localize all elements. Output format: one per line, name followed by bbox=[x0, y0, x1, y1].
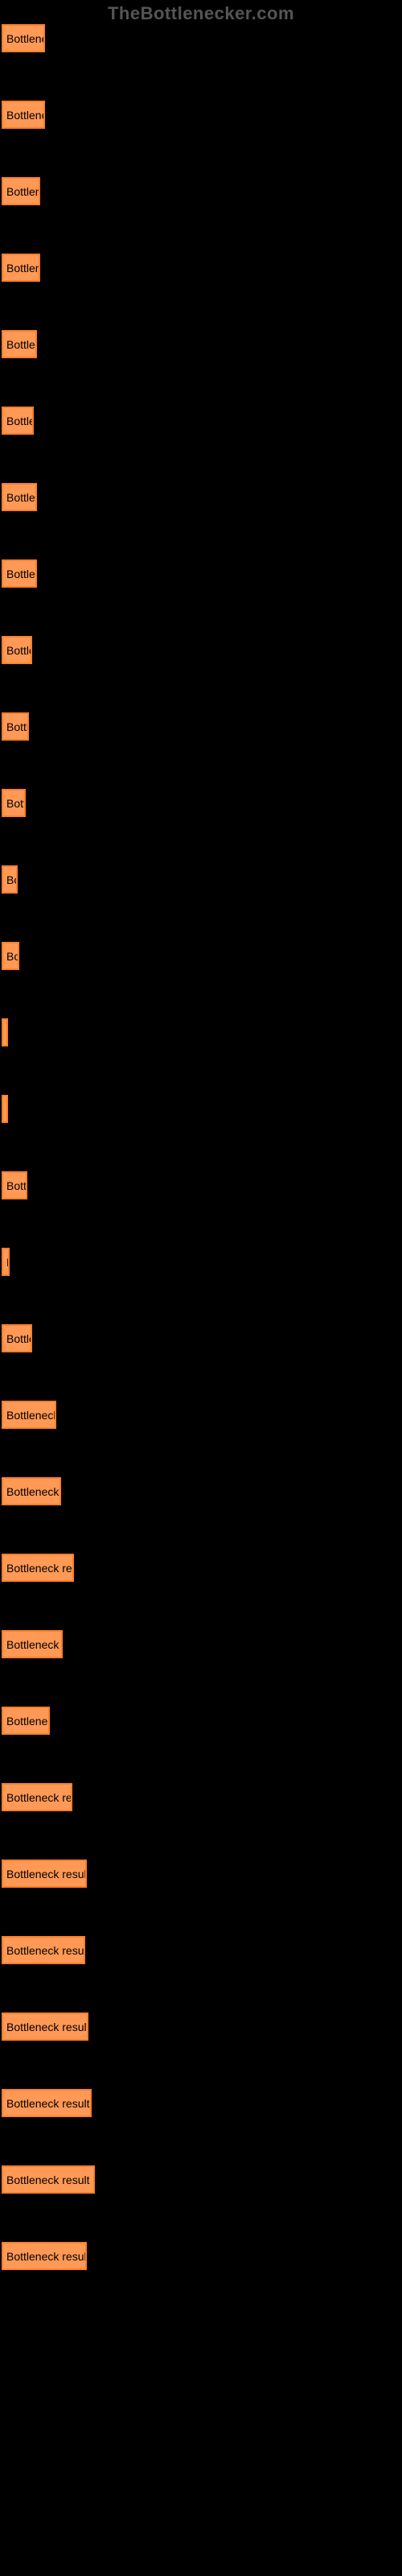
bar-label: Bottleneck result bbox=[6, 491, 37, 504]
bar-row: Bottleneck result bbox=[2, 1936, 402, 1964]
bar-label: Bottleneck result bbox=[6, 2174, 90, 2186]
bar-chart: Bottleneck result Bottleneck result Bottle… bbox=[0, 0, 402, 2334]
bar: Bottleneck result bbox=[2, 2165, 95, 2194]
bar: Bottleneck result bbox=[2, 254, 40, 282]
bar: Bottleneck result bbox=[2, 2013, 88, 2041]
bar-label: Bottleneck result bbox=[6, 1715, 50, 1728]
bar: Bottleneck result bbox=[2, 1171, 27, 1199]
bar-row: Bottleneck result bbox=[2, 1554, 402, 1582]
bar-label: Bottleneck result bbox=[6, 1791, 72, 1804]
bar: Bottleneck result bbox=[2, 177, 40, 205]
bar-label: Bottleneck result bbox=[6, 1485, 61, 1498]
bar-row: Bottleneck result bbox=[2, 1401, 402, 1429]
bar-row: Bottleneck result bbox=[2, 24, 402, 52]
bar-row: Bottleneck result bbox=[2, 559, 402, 588]
bar: Bottleneck result bbox=[2, 1324, 32, 1352]
bar-label: Bottleneck result bbox=[6, 338, 37, 351]
bar: Bottleneck result bbox=[2, 1248, 10, 1276]
bar-row: Bottleneck result bbox=[2, 1860, 402, 1888]
bar-label: Bottleneck result bbox=[6, 644, 32, 657]
bar-row: Bottleneck result bbox=[2, 1248, 402, 1276]
bar-row: Bottleneck result bbox=[2, 2242, 402, 2270]
bar: Bottleneck result bbox=[2, 1018, 8, 1046]
watermark-text: TheBottlenecker.com bbox=[108, 3, 294, 24]
bar-label: Bottleneck result bbox=[6, 720, 29, 733]
bar-row: Bottleneck result bbox=[2, 2013, 402, 2041]
bar-label: Bottleneck result bbox=[6, 1256, 10, 1269]
bar-row: Bottleneck result bbox=[2, 712, 402, 741]
bar: Bottleneck result bbox=[2, 1554, 74, 1582]
bar-row: Bottleneck result bbox=[2, 1324, 402, 1352]
bar-row: Bottleneck result bbox=[2, 942, 402, 970]
bar-row: Bottleneck result bbox=[2, 2089, 402, 2117]
bar-row: Bottleneck result bbox=[2, 636, 402, 664]
bar: Bottleneck result bbox=[2, 24, 45, 52]
bar-row: Bottleneck result bbox=[2, 2165, 402, 2194]
bar: Bottleneck result bbox=[2, 330, 37, 358]
bar: Bottleneck result bbox=[2, 1936, 85, 1964]
bar-label: Bottleneck result bbox=[6, 1868, 87, 1880]
bar-label: Bottleneck result bbox=[6, 415, 34, 427]
bar: Bottleneck result bbox=[2, 1630, 63, 1658]
bar-row: Bottleneck result bbox=[2, 1477, 402, 1505]
bar-label: Bottleneck result bbox=[6, 1103, 8, 1116]
bar-row: Bottleneck result bbox=[2, 1018, 402, 1046]
bar-row: Bottleneck result bbox=[2, 789, 402, 817]
bar: Bottleneck result bbox=[2, 559, 37, 588]
bar: Bottleneck result bbox=[2, 712, 29, 741]
bar-row: Bottleneck result bbox=[2, 1630, 402, 1658]
bar-label: Bottleneck result bbox=[6, 797, 26, 810]
bar-label: Bottleneck result bbox=[6, 2021, 88, 2033]
bar-row: Bottleneck result bbox=[2, 483, 402, 511]
bar: Bottleneck result bbox=[2, 101, 45, 129]
bar: Bottleneck result bbox=[2, 1783, 72, 1811]
bar-label: Bottleneck result bbox=[6, 1638, 63, 1651]
bar-label: Bottleneck result bbox=[6, 262, 40, 275]
bar: Bottleneck result bbox=[2, 636, 32, 664]
bar-row: Bottleneck result bbox=[2, 1783, 402, 1811]
bar-row: Bottleneck result bbox=[2, 330, 402, 358]
bar-row: Bottleneck result bbox=[2, 407, 402, 435]
bar: Bottleneck result bbox=[2, 789, 26, 817]
bar-row: Bottleneck result bbox=[2, 1707, 402, 1735]
bar: Bottleneck result bbox=[2, 407, 34, 435]
bar-row: Bottleneck result bbox=[2, 101, 402, 129]
bar-row: Bottleneck result bbox=[2, 1095, 402, 1123]
bar: Bottleneck result bbox=[2, 2242, 87, 2270]
bar: Bottleneck result bbox=[2, 2089, 92, 2117]
bar-row: Bottleneck result bbox=[2, 865, 402, 894]
bar: Bottleneck result bbox=[2, 942, 19, 970]
bar: Bottleneck result bbox=[2, 1095, 8, 1123]
bar-label: Bottleneck result bbox=[6, 568, 37, 580]
bar-label: Bottleneck result bbox=[6, 873, 18, 886]
bar: Bottleneck result bbox=[2, 483, 37, 511]
bar-label: Bottleneck result bbox=[6, 32, 45, 45]
bar-label: Bottleneck result bbox=[6, 1332, 32, 1345]
bar-row: Bottleneck result bbox=[2, 1171, 402, 1199]
bar-row: Bottleneck result bbox=[2, 254, 402, 282]
bar-label: Bottleneck result bbox=[6, 1562, 74, 1575]
bar: Bottleneck result bbox=[2, 1860, 87, 1888]
bar-label: Bottleneck result bbox=[6, 2097, 90, 2110]
bar-label: Bottleneck result bbox=[6, 1026, 8, 1039]
bar-label: Bottleneck result bbox=[6, 1179, 27, 1192]
bar: Bottleneck result bbox=[2, 1707, 50, 1735]
bar-label: Bottleneck result bbox=[6, 1944, 85, 1957]
bar: Bottleneck result bbox=[2, 1477, 61, 1505]
bar-label: Bottleneck result bbox=[6, 2250, 87, 2263]
bar-label: Bottleneck result bbox=[6, 1409, 56, 1422]
bar-label: Bottleneck result bbox=[6, 109, 45, 122]
bar-label: Bottleneck result bbox=[6, 950, 19, 963]
bar-label: Bottleneck result bbox=[6, 185, 40, 198]
bar: Bottleneck result bbox=[2, 1401, 56, 1429]
bar: Bottleneck result bbox=[2, 865, 18, 894]
bar-row: Bottleneck result bbox=[2, 177, 402, 205]
